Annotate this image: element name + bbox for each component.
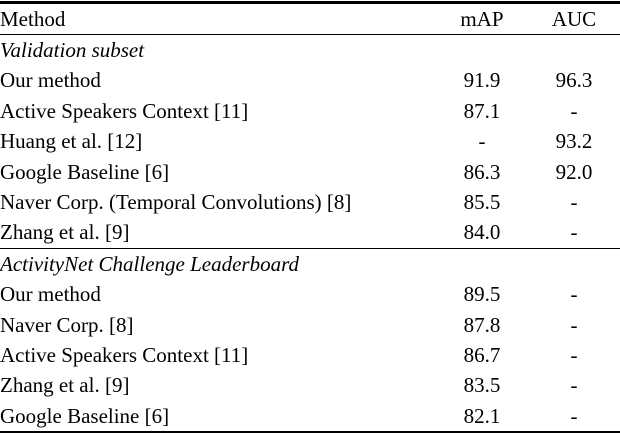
- section-title: Validation subset: [0, 38, 145, 63]
- table-row: Naver Corp. (Temporal Convolutions) [8] 8…: [0, 187, 620, 217]
- auc-cell: -: [570, 312, 578, 337]
- method-cell: Huang et al. [12]: [0, 129, 143, 154]
- section-title-row: Validation subset: [0, 35, 620, 66]
- section-title: ActivityNet Challenge Leaderboard: [0, 251, 299, 276]
- method-cell: Google Baseline [6]: [0, 403, 170, 428]
- map-cell: 89.5: [463, 282, 501, 307]
- table-row: Active Speakers Context [11] 86.7 -: [0, 340, 620, 370]
- table-row: Zhang et al. [9] 84.0 -: [0, 218, 620, 249]
- map-cell: 85.5: [463, 190, 501, 215]
- auc-cell: -: [570, 403, 578, 428]
- table-row: Huang et al. [12] - 93.2: [0, 127, 620, 157]
- auc-cell: 93.2: [555, 129, 593, 154]
- section-title-row: ActivityNet Challenge Leaderboard: [0, 248, 620, 280]
- map-cell: 87.8: [463, 312, 501, 337]
- map-cell: -: [478, 129, 486, 154]
- auc-cell: -: [570, 373, 578, 398]
- method-cell: Naver Corp. [8]: [0, 312, 134, 337]
- method-cell: Naver Corp. (Temporal Convolutions) [8]: [0, 190, 352, 215]
- map-cell: 91.9: [463, 68, 501, 93]
- auc-cell: 92.0: [555, 159, 593, 184]
- map-cell: 84.0: [463, 220, 501, 245]
- auc-cell: 96.3: [555, 68, 593, 93]
- map-cell: 86.3: [463, 159, 501, 184]
- map-cell: 82.1: [463, 403, 501, 428]
- auc-cell: -: [570, 342, 578, 367]
- table-header: Method mAP AUC: [0, 3, 620, 35]
- method-cell: Zhang et al. [9]: [0, 373, 130, 398]
- table-body: Validation subset Our method 91.9 96.3 Activ…: [0, 35, 620, 433]
- map-cell: 87.1: [463, 98, 501, 123]
- auc-cell: -: [570, 98, 578, 123]
- table-row: Google Baseline [6] 86.3 92.0: [0, 157, 620, 187]
- table-row: Our method 89.5 -: [0, 280, 620, 310]
- method-cell: Our method: [0, 68, 101, 93]
- auc-cell: -: [570, 190, 578, 215]
- table-row: Google Baseline [6] 82.1 -: [0, 401, 620, 432]
- method-cell: Active Speakers Context [11]: [0, 98, 249, 123]
- table-row: Naver Corp. [8] 87.8 -: [0, 310, 620, 340]
- auc-cell: -: [570, 220, 578, 245]
- table-row: Our method 91.9 96.3: [0, 66, 620, 96]
- table-row: Zhang et al. [9] 83.5 -: [0, 371, 620, 401]
- header-row: Method mAP AUC: [0, 3, 620, 35]
- method-cell: Active Speakers Context [11]: [0, 342, 249, 367]
- column-header-map: mAP: [460, 6, 504, 31]
- method-cell: Google Baseline [6]: [0, 159, 170, 184]
- map-cell: 83.5: [463, 373, 501, 398]
- map-cell: 86.7: [463, 342, 501, 367]
- table-row: Active Speakers Context [11] 87.1 -: [0, 96, 620, 126]
- method-cell: Zhang et al. [9]: [0, 220, 130, 245]
- method-cell: Our method: [0, 282, 101, 307]
- column-header-method: Method: [0, 6, 66, 31]
- column-header-auc: AUC: [551, 6, 597, 31]
- auc-cell: -: [570, 282, 578, 307]
